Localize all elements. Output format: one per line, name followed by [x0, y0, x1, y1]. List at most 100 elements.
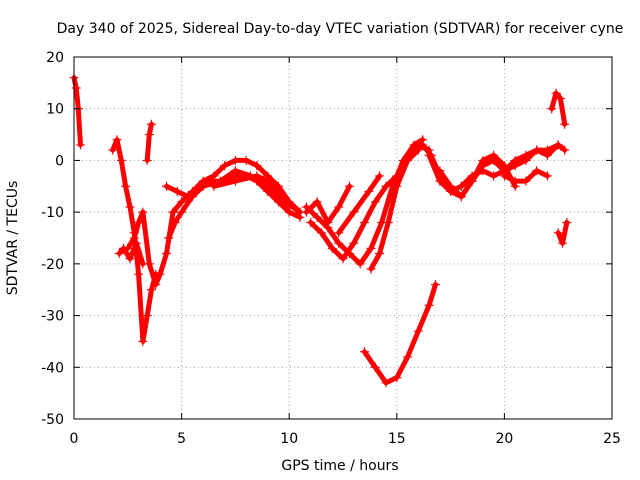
data-point [383, 217, 393, 228]
x-tick-label: 0 [70, 431, 79, 447]
data-point [392, 373, 402, 383]
data-point [553, 140, 563, 150]
data-point [138, 259, 148, 269]
x-tick-label: 5 [177, 431, 186, 447]
data-point [230, 155, 240, 166]
data-point [151, 279, 161, 290]
data-point [374, 171, 385, 181]
data-point [334, 238, 344, 248]
x-tick-label: 25 [603, 431, 621, 447]
data-point [118, 243, 129, 253]
series-line [336, 173, 383, 236]
data-point [183, 192, 193, 202]
series-line [549, 90, 568, 127]
series-t1 [69, 73, 86, 150]
y-tick-label: 0 [55, 153, 64, 169]
data-point [435, 176, 445, 186]
series-t5 [114, 238, 148, 269]
data-point [177, 197, 187, 207]
y-tick-label: -40 [41, 360, 64, 376]
data-point [241, 155, 251, 166]
data-point [370, 362, 380, 372]
ticks: 0 5 10 15 20 25 -50 -40 -30 -20 -10 0 10 20 [41, 50, 621, 447]
data-point [355, 259, 365, 269]
series-t13 [366, 145, 423, 274]
data-point [316, 228, 327, 238]
data-point [381, 378, 391, 388]
data-point [374, 248, 385, 259]
series-t10 [252, 161, 305, 217]
data-point [478, 155, 488, 166]
data-point [366, 264, 376, 274]
series-t4 [142, 119, 157, 166]
y-tick-label: -20 [41, 257, 64, 273]
data-point [542, 171, 553, 181]
data-point [323, 217, 333, 228]
series-t15 [334, 171, 385, 238]
series-line [164, 168, 303, 215]
data-point [142, 155, 152, 166]
series-t23 [553, 217, 572, 248]
x-tick-label: 20 [495, 431, 513, 447]
data-point [116, 155, 126, 166]
data-point [301, 207, 312, 217]
data-point [560, 145, 570, 155]
series-line [308, 142, 432, 262]
data-point [144, 129, 154, 140]
data-point [521, 150, 531, 160]
series-t11 [301, 135, 428, 269]
data-point [220, 161, 230, 171]
data-point [209, 171, 219, 181]
data-point [334, 202, 344, 212]
series-t22 [547, 88, 570, 129]
y-tick-label: -30 [41, 309, 64, 325]
data-point [138, 207, 148, 217]
data-point [112, 135, 122, 145]
series-line [144, 121, 154, 163]
y-tick-label: -50 [41, 412, 64, 428]
data-point [161, 248, 172, 259]
data-point [75, 140, 86, 150]
data-point [555, 93, 565, 103]
x-tick-label: 15 [388, 431, 406, 447]
series-layer [69, 73, 572, 388]
y-tick-label: 20 [46, 50, 64, 66]
series-line [426, 152, 464, 194]
data-point [327, 243, 337, 253]
data-point [344, 181, 355, 191]
data-point [133, 269, 144, 279]
series-t12 [306, 140, 434, 264]
data-point [456, 192, 466, 202]
data-point [489, 171, 499, 181]
data-point [430, 279, 441, 290]
data-point [338, 254, 348, 264]
data-point [146, 119, 157, 129]
data-point [164, 233, 174, 243]
data-point [168, 207, 178, 217]
data-point [551, 88, 561, 98]
data-point [547, 104, 557, 114]
data-point [306, 217, 316, 228]
data-point [467, 171, 477, 181]
data-point [557, 238, 568, 248]
y-axis-label: SDTVAR / TECUs [5, 181, 21, 296]
data-point [456, 181, 466, 191]
data-point [334, 228, 344, 238]
data-point [108, 145, 118, 155]
grid [74, 57, 612, 419]
data-point [114, 248, 124, 259]
data-point [349, 207, 359, 217]
data-point [263, 171, 273, 181]
data-point [125, 254, 135, 264]
data-point [155, 269, 165, 279]
data-point [562, 217, 572, 228]
series-t14 [301, 181, 355, 228]
data-point [252, 161, 262, 171]
data-point [177, 207, 187, 217]
chart-title: Day 340 of 2025, Sidereal Day-to-day VTE… [57, 21, 624, 37]
data-point [392, 181, 402, 191]
data-point [446, 186, 456, 197]
data-point [312, 197, 322, 207]
data-point [71, 83, 81, 93]
